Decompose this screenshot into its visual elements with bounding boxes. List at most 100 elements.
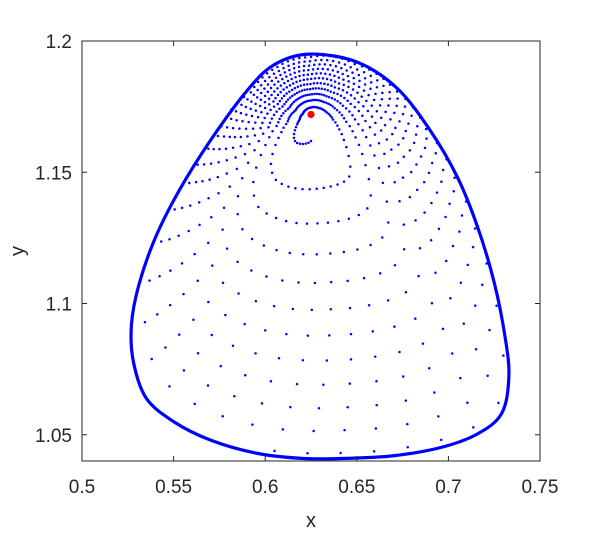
trajectory-point — [349, 165, 352, 168]
trajectory-point — [294, 76, 297, 79]
trajectory-point — [312, 82, 316, 85]
limit-cycle — [129, 52, 511, 461]
trajectory-point — [367, 93, 370, 97]
trajectory-point — [221, 281, 225, 285]
trajectory-point — [252, 194, 256, 197]
trajectory-point — [347, 80, 350, 83]
trajectory-point — [270, 68, 274, 72]
trajectory-point — [273, 83, 276, 86]
trajectory-point — [342, 78, 345, 81]
trajectory-point — [373, 154, 376, 157]
trajectory-point — [168, 237, 171, 241]
trajectory-point — [401, 112, 405, 116]
trajectory-point — [235, 118, 238, 122]
trajectory-point — [286, 60, 290, 63]
trajectory-point — [348, 175, 351, 178]
trajectory-point — [272, 105, 276, 108]
trajectory-point — [368, 125, 372, 129]
trajectory-point — [272, 113, 276, 117]
trajectory-point — [306, 88, 309, 91]
trajectory-point — [295, 382, 299, 386]
trajectory-point — [357, 73, 361, 77]
trajectory-point — [263, 106, 267, 110]
trajectory-point — [325, 359, 329, 362]
trajectory-point — [349, 358, 353, 361]
trajectory-point — [282, 88, 285, 91]
trajectory-point — [356, 248, 359, 251]
trajectory-point — [306, 83, 309, 86]
trajectory-point — [362, 104, 365, 108]
trajectory-point — [387, 165, 391, 168]
trajectory-point — [398, 200, 401, 203]
trajectory-point — [255, 96, 259, 99]
trajectory-point — [208, 178, 211, 181]
trajectory-point — [495, 304, 498, 307]
trajectory-point — [423, 211, 426, 214]
trajectory-point — [383, 123, 387, 127]
trajectory-point — [377, 141, 381, 145]
trajectory-point — [421, 342, 425, 345]
trajectory-point — [273, 90, 276, 93]
trajectory-point — [293, 93, 296, 96]
trajectory-point — [282, 94, 286, 98]
trajectory-point — [287, 185, 290, 188]
trajectory-point — [295, 221, 298, 225]
trajectory-point — [460, 214, 464, 217]
trajectory-point — [451, 244, 455, 248]
trajectory-point — [193, 252, 196, 256]
y-axis: 1.05 1.1 1.15 1.2 — [35, 32, 540, 447]
trajectory-point — [259, 153, 263, 157]
trajectory-point — [280, 97, 284, 100]
trajectory-point — [367, 177, 371, 181]
trajectory-point — [245, 113, 248, 116]
trajectory-point — [415, 163, 418, 166]
trajectory-point — [271, 152, 274, 156]
trajectory-point — [323, 88, 327, 91]
trajectory-point — [263, 94, 267, 98]
trajectory-point — [441, 168, 445, 172]
trajectory-point — [308, 59, 312, 63]
trajectory-point — [458, 230, 461, 233]
trajectory-point — [272, 72, 276, 76]
trajectory-point — [396, 97, 399, 100]
trajectory-point — [279, 84, 283, 87]
trajectory-point — [376, 79, 379, 82]
trajectory-point — [287, 117, 290, 121]
trajectory-point — [313, 92, 316, 96]
trajectory-point — [300, 89, 304, 92]
trajectory-point — [289, 405, 292, 409]
trajectory-point — [256, 88, 259, 92]
trajectory-point — [237, 292, 240, 295]
trajectory-point — [274, 96, 277, 100]
trajectory-point — [356, 91, 359, 95]
trajectory-point — [329, 78, 333, 82]
trajectory-point — [207, 147, 210, 151]
trajectory-point — [388, 90, 391, 94]
trajectory-point — [340, 132, 343, 136]
trajectory-point — [295, 123, 299, 126]
trajectory-point — [497, 401, 500, 405]
trajectory-point — [337, 76, 341, 79]
trajectory-point — [333, 106, 336, 110]
trajectory-point — [342, 116, 346, 120]
trajectory-point — [450, 352, 454, 355]
trajectory-point — [258, 104, 262, 108]
trajectory-point — [440, 180, 443, 184]
trajectory-point — [201, 180, 204, 183]
trajectory-point — [320, 87, 323, 90]
trajectory-point — [268, 136, 271, 139]
trajectory-point — [269, 86, 273, 90]
trajectory-point — [294, 99, 297, 102]
trajectory-point — [254, 102, 257, 106]
trajectory-point — [313, 77, 317, 80]
trajectory-point — [329, 185, 332, 188]
trajectory-point — [414, 133, 418, 136]
trajectory-point — [306, 73, 310, 76]
trajectory-point — [414, 317, 417, 320]
trajectory-point — [231, 126, 235, 130]
trajectory-point — [277, 356, 281, 360]
x-tick-label: 0.6 — [252, 477, 278, 498]
trajectory-point — [302, 69, 306, 72]
trajectory-point — [252, 180, 255, 184]
trajectory-point — [259, 126, 262, 130]
